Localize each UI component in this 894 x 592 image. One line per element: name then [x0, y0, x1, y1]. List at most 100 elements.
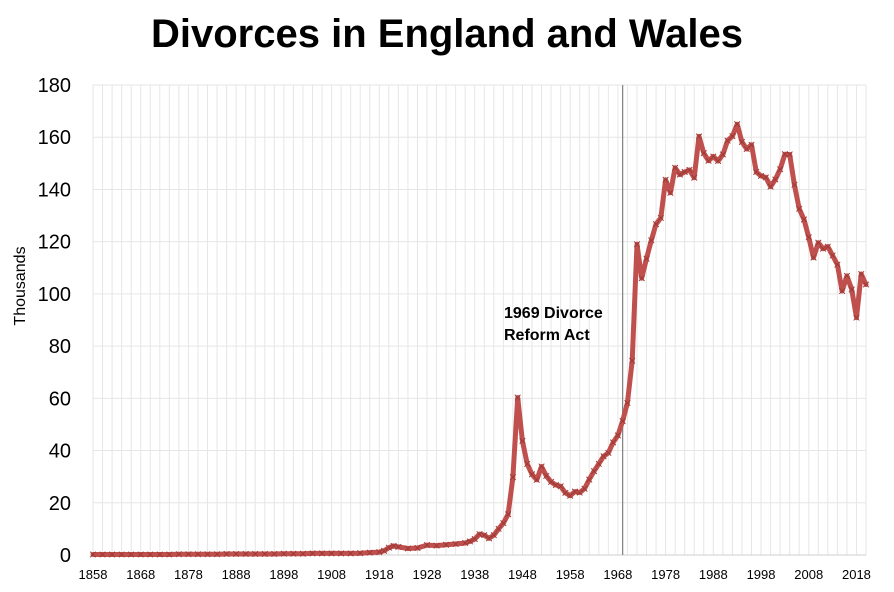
data-point: [471, 535, 478, 543]
data-point: [686, 166, 693, 174]
data-point: [524, 460, 531, 468]
data-point: [514, 394, 521, 401]
data-point: [223, 550, 230, 558]
data-point: [108, 551, 116, 558]
data-point: [185, 551, 192, 558]
data-point: [376, 548, 383, 556]
data-point: [819, 245, 827, 252]
data-point: [390, 542, 397, 550]
x-tick-label: 1888: [222, 567, 251, 582]
data-point: [691, 174, 698, 181]
data-point: [533, 476, 540, 483]
data-point: [786, 151, 793, 158]
annotation-text: Reform Act: [504, 327, 590, 344]
data-point: [629, 357, 636, 364]
x-tick-label: 1878: [174, 567, 203, 582]
data-point: [609, 439, 617, 446]
data-point: [762, 174, 769, 181]
data-point: [810, 254, 817, 261]
data-point: [700, 149, 707, 157]
x-tick-label: 1998: [747, 567, 776, 582]
data-point: [800, 216, 808, 223]
data-point: [652, 221, 660, 228]
data-point: [128, 551, 135, 558]
data-point: [600, 453, 607, 460]
data-point: [423, 541, 431, 549]
data-point: [829, 252, 836, 259]
annotation: 1969 Divorce Reform Act: [504, 305, 603, 344]
data-point: [624, 399, 631, 407]
data-point: [500, 519, 507, 527]
data-point: [557, 483, 564, 490]
data-point: [337, 550, 345, 557]
y-tick-label: 120: [38, 232, 71, 254]
data-point: [838, 287, 846, 295]
data-point: [166, 551, 173, 558]
data-point: [252, 550, 259, 558]
x-tick-label: 1918: [365, 567, 394, 582]
y-tick-label: 100: [38, 284, 71, 306]
data-point: [576, 489, 583, 496]
data-point: [194, 551, 202, 558]
data-point: [796, 205, 803, 212]
data-point: [509, 474, 517, 481]
data-point: [462, 539, 469, 547]
data-point: [485, 535, 493, 542]
data-point: [318, 550, 326, 557]
grid: [92, 84, 867, 556]
data-point: [595, 460, 602, 468]
y-tick-label: 180: [38, 75, 71, 97]
y-axis-label: Thousands: [12, 246, 29, 325]
data-point: [815, 239, 822, 246]
data-point: [213, 551, 221, 558]
x-tick-label: 1978: [651, 567, 680, 582]
x-tick-label: 1988: [699, 567, 728, 582]
x-tick-label: 1968: [603, 567, 632, 582]
data-point: [414, 544, 421, 552]
data-point: [156, 551, 163, 558]
x-tick-labels: 1858 1868 1878 1888 1898 1908 1918 1928 1938 1948…: [79, 567, 871, 582]
data-point: [648, 237, 655, 244]
data-point: [481, 532, 488, 539]
data-point: [676, 171, 684, 178]
data-point: [581, 485, 588, 492]
data-point: [633, 241, 641, 248]
data-point: [657, 214, 664, 222]
data-point: [299, 550, 307, 557]
x-tick-label: 1948: [508, 567, 537, 582]
data-point: [385, 544, 392, 551]
data-point: [805, 234, 812, 241]
data-point: [662, 176, 669, 183]
data-point: [395, 543, 402, 551]
y-tick-label: 140: [38, 179, 71, 201]
data-point: [638, 275, 645, 282]
data-point: [504, 511, 512, 518]
data-point: [442, 541, 450, 548]
data-point: [404, 545, 412, 552]
data-point: [543, 472, 550, 480]
data-point: [271, 550, 278, 558]
data-point: [738, 138, 746, 146]
data-point: [834, 261, 841, 268]
data-point: [734, 121, 741, 128]
data-point: [571, 488, 579, 495]
data-point: [562, 489, 569, 497]
data-point: [748, 141, 755, 148]
data-point: [547, 478, 555, 486]
data-point: [519, 437, 526, 445]
y-tick-label: 0: [60, 545, 71, 567]
data-point: [476, 530, 483, 538]
data-point: [552, 481, 559, 489]
data-point: [433, 542, 440, 549]
data-point: [452, 540, 459, 548]
data-point: [791, 181, 798, 188]
data-point: [357, 550, 364, 557]
chart-title: Divorces in England and Wales: [151, 12, 743, 56]
data-point: [232, 550, 240, 558]
data-point: [719, 151, 727, 158]
data-point: [175, 551, 183, 558]
x-tick-label: 1898: [269, 567, 298, 582]
x-tick-label: 1938: [460, 567, 489, 582]
y-tick-label: 160: [38, 127, 71, 149]
